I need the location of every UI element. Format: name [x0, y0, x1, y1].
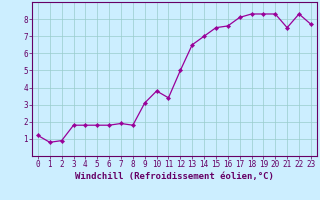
X-axis label: Windchill (Refroidissement éolien,°C): Windchill (Refroidissement éolien,°C): [75, 172, 274, 181]
